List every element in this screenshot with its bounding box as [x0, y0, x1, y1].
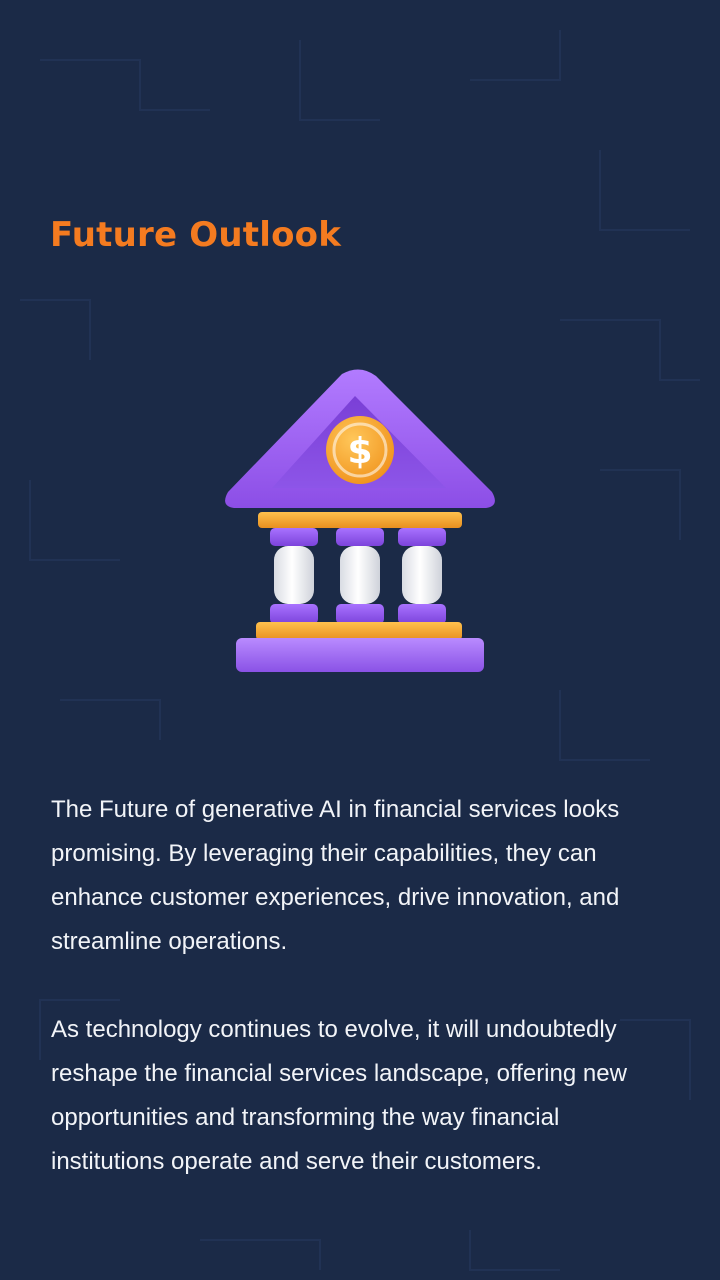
- bank-illustration: $: [210, 360, 510, 680]
- body-text: The Future of generative AI in financial…: [51, 788, 676, 1184]
- paragraph-outlook: As technology continues to evolve, it wi…: [51, 1016, 627, 1175]
- page-title: Future Outlook: [50, 215, 342, 255]
- bank-icon: $: [225, 369, 495, 672]
- coin-symbol: $: [347, 431, 372, 472]
- paragraph-intro: The Future of generative AI in financial…: [51, 796, 620, 955]
